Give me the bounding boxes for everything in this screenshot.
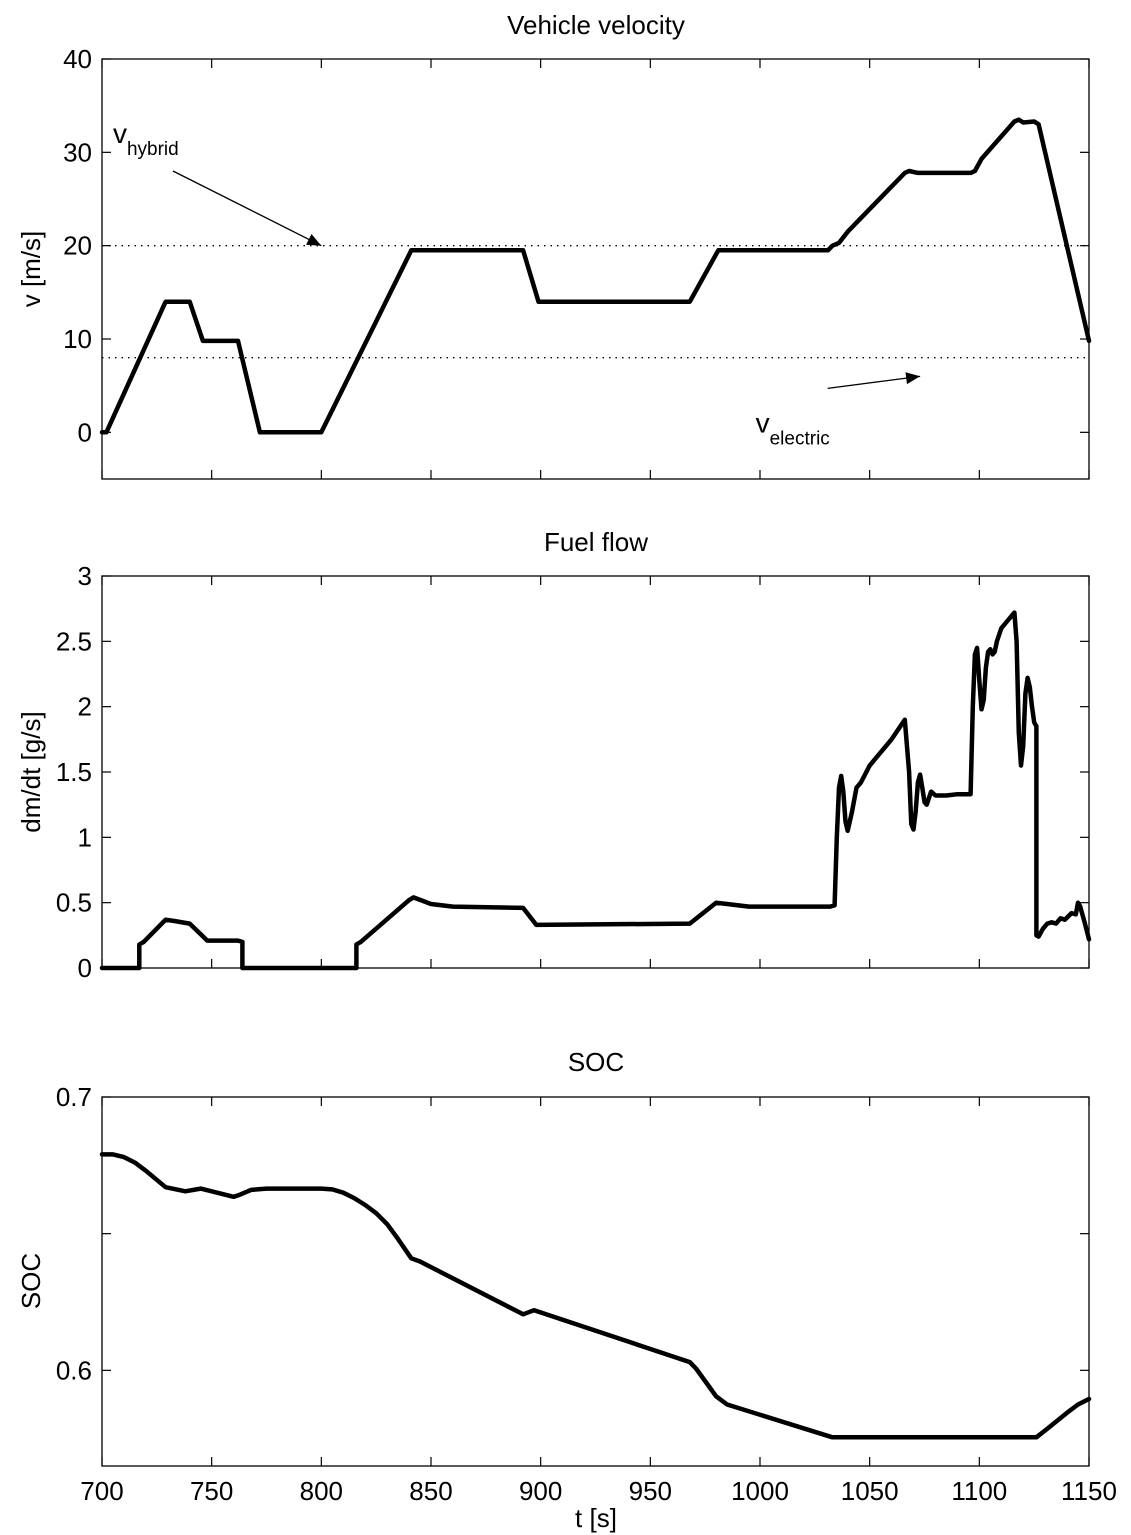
soc-axes-box [101, 1096, 1090, 1467]
soc-xlabel: t [s] [575, 1503, 617, 1533]
velocity-annotation-arrowhead [905, 372, 921, 385]
soc-xtick-label: 1050 [841, 1476, 899, 1506]
fuel-flow-ytick-label: 1 [78, 822, 92, 852]
soc-ticks: 700 750 800 850 900 950 1000 1050 1100 1150 0.6 0.7 [56, 1082, 1117, 1506]
fuel-flow-series [99, 610, 1092, 971]
velocity-annotation-subscript: hybrid [127, 139, 179, 160]
velocity-series [99, 117, 1092, 435]
soc-ytick-label: 0.6 [56, 1355, 92, 1385]
soc-xtick-label: 950 [629, 1476, 672, 1506]
soc-ylabel: SOC [16, 1253, 46, 1309]
fuel-flow-series-line [99, 610, 1092, 971]
soc-xtick-label: 1100 [951, 1476, 1007, 1506]
soc-title: SOC [568, 1047, 624, 1077]
velocity-ytick-label: 10 [63, 324, 92, 354]
velocity-annotation-subscript: electric [770, 428, 830, 449]
fuel-flow-ytick-label: 2.5 [56, 626, 92, 656]
soc-xtick-label: 850 [409, 1476, 452, 1506]
soc-series [99, 1152, 1092, 1440]
soc-xtick-label: 800 [300, 1476, 343, 1506]
velocity-ticks: 0 10 20 30 40 [63, 44, 1090, 479]
fuel-flow-ylabel: dm/dt [g/s] [16, 711, 46, 832]
velocity-ytick-label: 40 [63, 44, 92, 74]
fuel-flow-ytick-label: 1.5 [56, 757, 92, 787]
velocity-ytick-label: 0 [78, 417, 92, 447]
velocity-axes-box [101, 58, 1090, 480]
fuel-flow-ytick-label: 0.5 [56, 888, 92, 918]
fuel-flow-axes-box [101, 575, 1090, 969]
velocity-annotation-arrow [172, 170, 322, 247]
soc-xtick-label: 1150 [1061, 1476, 1117, 1506]
velocity-ylabel: v [m/s] [16, 231, 46, 308]
velocity-annotations: vhybrid velectric [113, 118, 921, 449]
fuel-flow-ytick-label: 2 [78, 692, 92, 722]
soc-xtick-label: 1000 [731, 1476, 789, 1506]
velocity-series-line [99, 117, 1092, 435]
soc-xtick-label: 750 [190, 1476, 233, 1506]
soc-xtick-label: 900 [519, 1476, 562, 1506]
velocity-ytick-label: 30 [63, 137, 92, 167]
velocity-ytick-label: 20 [63, 231, 92, 261]
fuel-flow-ytick-label: 0 [78, 953, 92, 983]
velocity-annotation-arrow [827, 375, 921, 389]
fuel-flow-title: Fuel flow [544, 527, 648, 557]
soc-ytick-label: 0.7 [56, 1082, 92, 1112]
velocity-title: Vehicle velocity [507, 10, 685, 40]
soc-xtick-label: 700 [80, 1476, 123, 1506]
velocity-annotation-label: velectric [756, 407, 830, 449]
velocity-annotation-label: vhybrid [113, 118, 179, 160]
soc-series-line [99, 1152, 1092, 1440]
soc-panel: SOC SOC t [s] 700 750 800 850 900 950 1000 1050… [16, 1047, 1117, 1533]
velocity-panel: Vehicle velocity v [m/s] 0 10 20 30 40 vhybr… [16, 10, 1092, 480]
fuel-flow-ticks: 0 0.5 1 1.5 2 2.5 3 [56, 561, 1090, 983]
fuel-flow-ytick-label: 3 [78, 561, 92, 591]
fuel-flow-panel: Fuel flow dm/dt [g/s] 0 0.5 1 1.5 2 2.5 3 [16, 527, 1092, 983]
velocity-annotation-arrowhead [306, 234, 322, 246]
